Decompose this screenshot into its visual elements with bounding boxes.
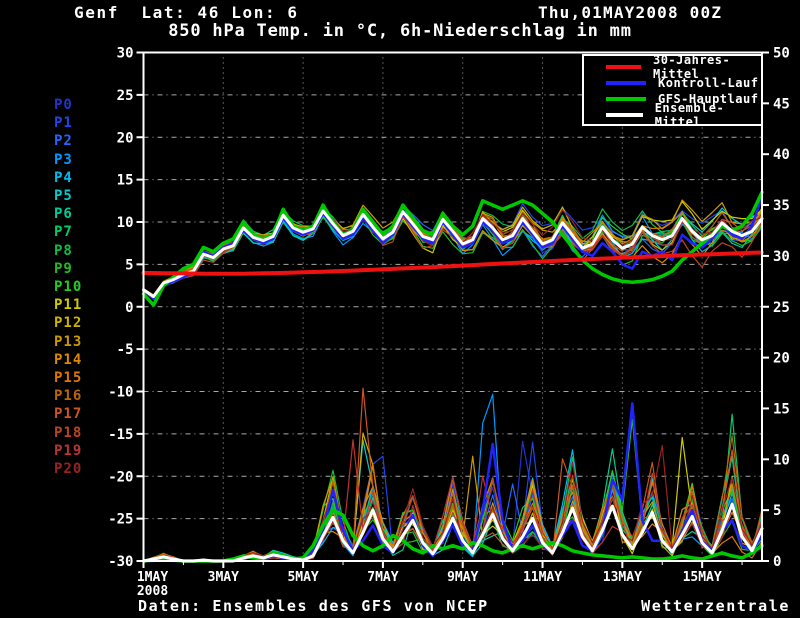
member-label-P18: P18 bbox=[54, 424, 83, 441]
member-label-P17: P17 bbox=[54, 406, 83, 423]
tick-label: 40 bbox=[773, 147, 790, 163]
legend-swatch bbox=[606, 113, 643, 117]
tick-label: 45 bbox=[773, 96, 790, 112]
tick-label: 10 bbox=[117, 215, 134, 231]
member-temp-P13 bbox=[143, 199, 763, 296]
member-label-P2: P2 bbox=[54, 133, 73, 150]
station-title: Genf Lat: 46 Lon: 6 bbox=[74, 3, 299, 22]
member-label-P15: P15 bbox=[54, 370, 83, 386]
tick-label: 1MAY bbox=[137, 570, 168, 585]
legend-row: 30-Jahres-Mittel bbox=[584, 53, 761, 81]
legend-label: Ensemble-Mittel bbox=[654, 101, 725, 129]
series-GFS-Hauptlauf (Temp) bbox=[141, 190, 764, 307]
tick-label: 30 bbox=[773, 249, 790, 265]
tick-label: 35 bbox=[773, 198, 790, 214]
tick-label: 11MAY bbox=[523, 570, 562, 585]
brand-text: Wetterzentrale bbox=[641, 597, 790, 615]
legend-label: GFS-Hauptlauf bbox=[658, 92, 759, 106]
member-temp-P1 bbox=[143, 203, 763, 297]
tick-label: 10 bbox=[773, 452, 790, 468]
tick-label: -15 bbox=[108, 427, 133, 443]
series-Ensemble-Mittel (Temp) bbox=[142, 209, 764, 299]
legend-row: Ensemble-Mittel bbox=[584, 101, 761, 129]
member-label-P4: P4 bbox=[54, 169, 73, 186]
legend-label: 30-Jahres-Mittel bbox=[652, 53, 731, 81]
tick-label: 20 bbox=[773, 351, 790, 367]
member-label-P3: P3 bbox=[54, 151, 73, 168]
member-label-P6: P6 bbox=[54, 206, 73, 223]
tick-label: 30 bbox=[117, 46, 134, 62]
legend-row: Kontroll-Lauf bbox=[584, 75, 761, 91]
tick-label: 13MAY bbox=[603, 570, 642, 585]
member-label-P14: P14 bbox=[54, 351, 83, 368]
legend-label: Kontroll-Lauf bbox=[658, 76, 759, 90]
tick-label: -20 bbox=[108, 469, 133, 485]
member-label-P9: P9 bbox=[54, 260, 73, 277]
tick-label: 3MAY bbox=[208, 570, 239, 585]
tick-label: 7MAY bbox=[367, 570, 398, 585]
tick-label: 0 bbox=[125, 300, 133, 316]
series-Kontroll-Lauf (Niederschlag) bbox=[142, 402, 764, 563]
member-label-P1: P1 bbox=[54, 115, 73, 132]
tick-label: -30 bbox=[108, 554, 133, 570]
member-label-P10: P10 bbox=[54, 279, 83, 295]
member-label-P11: P11 bbox=[54, 297, 83, 314]
legend-swatch bbox=[606, 97, 646, 101]
legend-row: GFS-Hauptlauf bbox=[584, 91, 761, 107]
member-label-P13: P13 bbox=[54, 333, 83, 350]
series-Kontroll-Lauf (Temp) bbox=[142, 195, 764, 300]
member-label-P16: P16 bbox=[54, 388, 83, 405]
series-Ensemble-Mittel (Niederschlag) bbox=[142, 502, 764, 563]
data-source-text: Daten: Ensembles des GFS von NCEP bbox=[138, 597, 489, 615]
member-label-P7: P7 bbox=[54, 224, 73, 241]
tick-label: 15MAY bbox=[683, 570, 722, 585]
tick-label: 25 bbox=[117, 88, 134, 104]
tick-label: 5 bbox=[773, 503, 781, 519]
tick-label: 25 bbox=[773, 300, 790, 316]
tick-label: 5 bbox=[125, 257, 133, 273]
tick-label: -25 bbox=[108, 512, 133, 528]
tick-label: 2008 bbox=[137, 584, 168, 599]
member-precip-P17 bbox=[143, 387, 763, 562]
legend-swatch bbox=[606, 65, 641, 69]
run-datetime: Thu,01MAY2008 00Z bbox=[538, 3, 723, 22]
chart-title: 850 hPa Temp. in °C, 6h-Niederschlag in … bbox=[168, 21, 632, 41]
member-temp-P11 bbox=[143, 200, 763, 297]
member-label-P0: P0 bbox=[54, 97, 73, 113]
member-label-P12: P12 bbox=[54, 315, 83, 332]
series-30-Jahres-Mittel bbox=[141, 250, 764, 276]
member-precip-P20 bbox=[143, 445, 763, 562]
tick-label: -10 bbox=[108, 385, 133, 401]
legend-box: 30-Jahres-Mittel Kontroll-Lauf GFS-Hauptla… bbox=[582, 53, 763, 129]
member-label-P19: P19 bbox=[54, 442, 83, 459]
tick-label: 5MAY bbox=[287, 570, 318, 585]
tick-label: 0 bbox=[773, 554, 781, 570]
tick-label: -5 bbox=[117, 342, 134, 358]
member-label-P20: P20 bbox=[54, 461, 83, 477]
member-label-P5: P5 bbox=[54, 188, 73, 204]
tick-label: 9MAY bbox=[447, 570, 478, 585]
member-label-P8: P8 bbox=[54, 242, 73, 259]
tick-label: 20 bbox=[117, 130, 134, 146]
legend-swatch bbox=[606, 81, 646, 85]
tick-label: 50 bbox=[773, 46, 790, 62]
tick-label: 15 bbox=[773, 401, 790, 417]
tick-label: 15 bbox=[117, 173, 134, 189]
